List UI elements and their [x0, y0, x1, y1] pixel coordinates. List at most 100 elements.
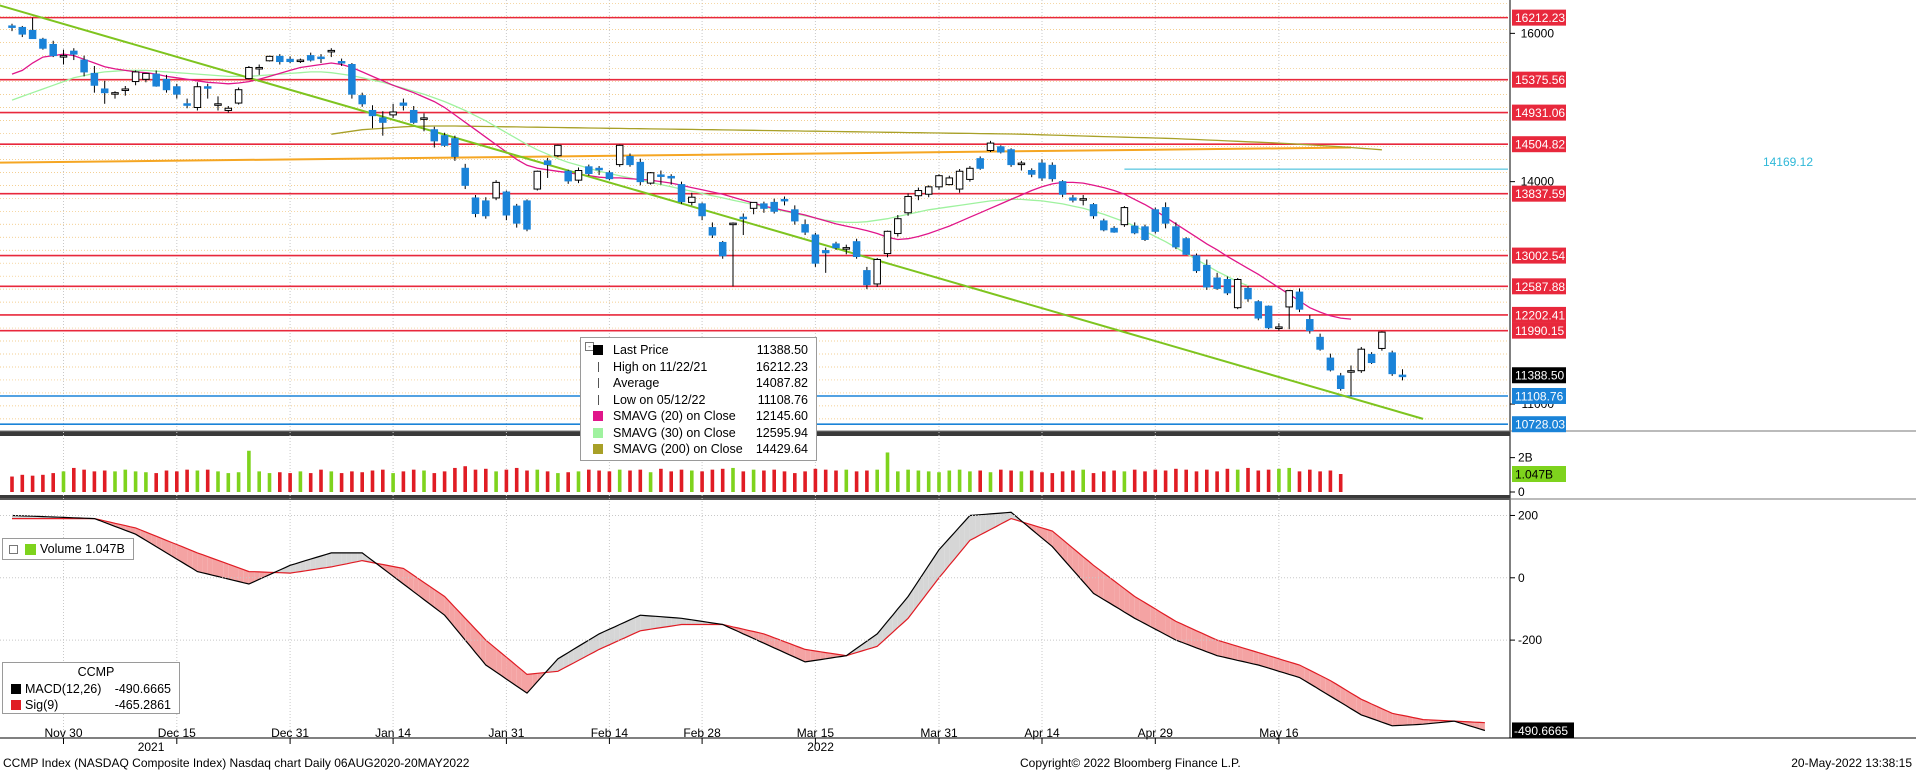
- candle: [914, 190, 923, 197]
- volume-bar: [339, 473, 344, 492]
- volume-bar: [648, 472, 653, 492]
- candle: [924, 186, 933, 195]
- macd-histogram-fill: [578, 643, 584, 661]
- legend-swatch-1: [598, 361, 599, 372]
- legend-row-0[interactable]: Last Price 11388.50: [581, 342, 816, 358]
- volume-bar: [793, 473, 797, 492]
- candle: [409, 109, 418, 123]
- candle: [80, 59, 88, 73]
- volume-bar: [442, 471, 447, 492]
- macd-histogram-fill: [496, 648, 502, 676]
- candle: [1357, 348, 1366, 372]
- macd-histogram-fill: [1212, 637, 1218, 656]
- candle: [1192, 255, 1201, 272]
- volume-bar: [659, 468, 663, 492]
- candle: [1295, 291, 1304, 310]
- macd-legend[interactable]: CCMP MACD(12,26) -490.6665 Sig(9) -465.2861: [2, 662, 180, 714]
- candle: [121, 88, 130, 91]
- candle: [131, 71, 140, 83]
- volume-bar: [1060, 471, 1065, 492]
- macd-legend-row-0[interactable]: MACD(12,26) -490.6665: [3, 681, 179, 697]
- macd-histogram-fill: [511, 661, 517, 687]
- level-badge-bg: [1512, 278, 1566, 295]
- macd-histogram-fill: [805, 649, 811, 662]
- candle: [811, 234, 820, 264]
- legend-row-2[interactable]: Average 14087.82: [581, 375, 816, 391]
- macd-histogram-fill: [1315, 672, 1321, 690]
- price-legend[interactable]: - Last Price 11388.50 High on 11/22/21 1621…: [580, 337, 817, 461]
- macd-histogram-fill: [800, 647, 806, 662]
- macd-histogram-fill: [1253, 651, 1259, 665]
- volume-bar: [937, 472, 941, 492]
- macd-legend-value-0: -490.6665: [114, 682, 171, 696]
- candle: [564, 170, 572, 182]
- volume-bar: [185, 469, 189, 492]
- volume-bar: [1132, 469, 1137, 492]
- macd-histogram-fill: [1155, 608, 1161, 632]
- macd-legend-label-1: Sig(9): [25, 698, 59, 712]
- macd-histogram-fill: [346, 552, 352, 564]
- macd-histogram-fill: [398, 567, 404, 584]
- volume-legend[interactable]: Volume 1.047B: [2, 538, 134, 560]
- macd-histogram-fill: [1222, 641, 1228, 658]
- candle: [1182, 238, 1190, 255]
- macd-histogram-fill: [1371, 704, 1377, 721]
- volume-bar: [195, 470, 200, 492]
- level-badge-7: 12202.41: [1512, 306, 1566, 323]
- candle: [482, 200, 490, 217]
- candle: [646, 172, 655, 184]
- candle: [245, 66, 253, 80]
- macd-legend-row-1[interactable]: Sig(9) -465.2861: [3, 697, 179, 713]
- macd-histogram-fill: [1103, 573, 1109, 603]
- level-badge-bg: [1512, 306, 1566, 323]
- volume-bar: [257, 471, 261, 492]
- x-tick-label-1: Dec 15: [158, 726, 196, 740]
- candle: [224, 107, 233, 111]
- legend-value-5: 12595.94: [755, 425, 808, 440]
- macd-histogram-fill: [1242, 647, 1248, 663]
- macd-legend-label-0: MACD(12,26): [25, 682, 102, 696]
- macd-histogram-fill: [1351, 693, 1357, 712]
- volume-legend-collapse-icon[interactable]: [9, 545, 18, 554]
- macd-histogram-fill: [604, 629, 610, 648]
- legend-row-6[interactable]: SMAVG (200) on Close 14429.64: [581, 441, 816, 457]
- macd-histogram-fill: [1139, 599, 1145, 624]
- sma200-line: [331, 125, 1382, 151]
- macd-histogram-fill: [1067, 543, 1073, 570]
- volume-bar: [1184, 469, 1188, 492]
- legend-row-3[interactable]: Low on 05/12/22 11108.76: [581, 392, 816, 408]
- macd-histogram-fill: [233, 565, 239, 582]
- candle: [1079, 198, 1087, 201]
- legend-swatch-4: [593, 411, 603, 421]
- candle: [852, 241, 861, 258]
- candle: [1378, 331, 1386, 349]
- macd-histogram-fill: [640, 615, 646, 631]
- volume-bar: [1091, 473, 1096, 492]
- candle: [1058, 181, 1067, 195]
- macd-histogram-fill: [321, 554, 327, 569]
- macd-histogram-fill: [1304, 667, 1310, 684]
- macd-histogram-fill: [650, 616, 656, 630]
- macd-histogram-fill: [336, 552, 342, 566]
- level-badge-bg: [1512, 387, 1566, 404]
- macd-histogram-fill: [1047, 529, 1053, 547]
- macd-histogram-fill: [1186, 626, 1192, 646]
- legend-row-1[interactable]: High on 11/22/21 16212.23: [581, 359, 816, 375]
- legend-row-5[interactable]: SMAVG (30) on Close 12595.94: [581, 425, 816, 441]
- candle: [636, 161, 645, 183]
- macd-histogram-fill: [779, 639, 785, 653]
- candle: [1007, 149, 1015, 166]
- volume-bar: [72, 467, 76, 492]
- level-badge-bg: [1512, 367, 1566, 384]
- macd-histogram-fill: [207, 556, 213, 576]
- volume-bar: [319, 469, 323, 492]
- macd-histogram-fill: [156, 536, 162, 550]
- footer-copyright: Copyright© 2022 Bloomberg Finance L.P.: [1020, 756, 1241, 770]
- volume-bar: [1122, 471, 1127, 492]
- candle: [492, 181, 500, 199]
- level-badge-text: 12202.41: [1515, 308, 1565, 322]
- macd-histogram-fill: [1273, 657, 1279, 672]
- legend-row-4[interactable]: SMAVG (20) on Close 12145.60: [581, 408, 816, 424]
- level-badge-10: 11108.76: [1512, 387, 1566, 404]
